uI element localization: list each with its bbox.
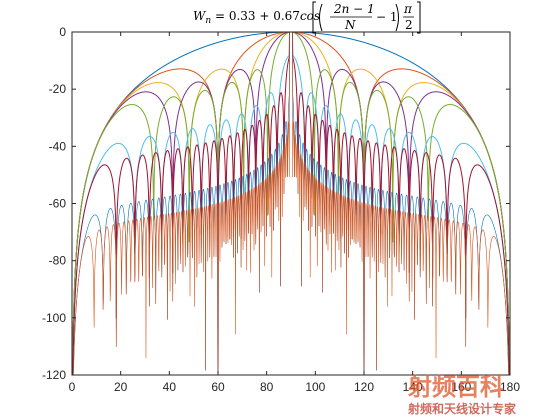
svg-text:Wn = 0.33 + 0.67cos: Wn = 0.33 + 0.67cos <box>193 9 320 26</box>
chart-title: Wn = 0.33 + 0.67cos 2n − 1 N − 1 π 2 <box>193 1 421 34</box>
title-sub: n <box>205 16 211 26</box>
title-minus-one: − 1 <box>376 10 398 24</box>
y-tick-label: 0 <box>59 25 66 39</box>
title-equals: = 0.33 + 0.67 <box>211 9 300 23</box>
ticks-layer: 0 20 40 60 80 100 120 140 160 180 0 -20 -40 -60 -80 -10… <box>42 25 520 394</box>
x-tick-label: 20 <box>114 380 128 394</box>
title-pi: π <box>403 2 413 16</box>
y-tick-label: -20 <box>49 82 67 96</box>
title-num: 2n − 1 <box>333 2 375 16</box>
y-tick-label: -100 <box>42 311 66 325</box>
x-tick-label: 180 <box>500 380 520 394</box>
x-tick-label: 60 <box>211 380 225 394</box>
title-den: N <box>344 18 356 32</box>
y-tick-label: -80 <box>49 254 67 268</box>
y-tick-label: -120 <box>42 368 66 382</box>
y-tick-label: -60 <box>49 197 67 211</box>
x-tick-label: 40 <box>163 380 177 394</box>
y-tick-label: -40 <box>49 139 67 153</box>
x-tick-label: 160 <box>451 380 471 394</box>
x-tick-label: 80 <box>260 380 274 394</box>
watermark-line2: 射频和天线设计专家 <box>407 401 517 416</box>
title-func: cos <box>300 9 320 23</box>
x-tick-label: 140 <box>403 380 423 394</box>
title-two: 2 <box>405 18 413 32</box>
x-tick-label: 120 <box>354 380 374 394</box>
watermark-line1: 射频百科 <box>407 373 504 401</box>
title-lhs: W <box>193 9 207 23</box>
watermark: 射频百科 射频和天线设计专家 <box>407 373 517 416</box>
x-tick-label: 0 <box>69 380 76 394</box>
x-tick-label: 100 <box>305 380 325 394</box>
